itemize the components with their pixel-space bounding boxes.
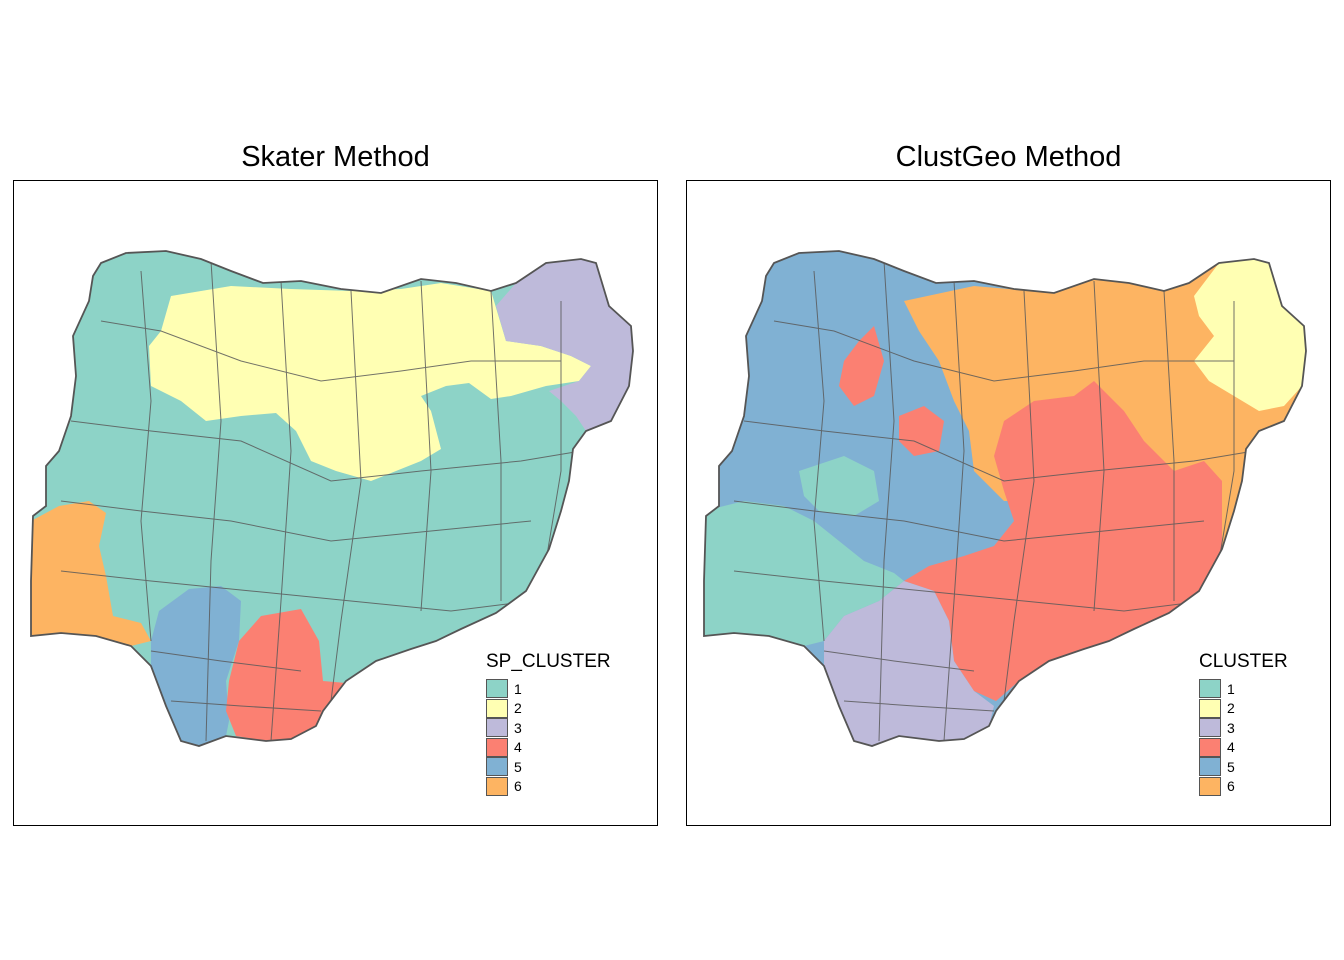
map-frame-skater: SP_CLUSTER 1 2 3 4 5 6	[13, 180, 658, 826]
legend-item: 5	[1199, 757, 1288, 777]
legend-label: 4	[1227, 739, 1235, 756]
region-cluster-2	[1194, 259, 1306, 411]
legend-item: 1	[486, 679, 611, 699]
legend-label: 1	[1227, 680, 1235, 697]
legend-label: 5	[514, 758, 522, 775]
legend-label: 6	[514, 778, 522, 795]
legend-swatch	[1199, 757, 1221, 777]
region-cluster-5	[151, 586, 241, 746]
map-frame-clustgeo: CLUSTER 1 2 3 4 5 6	[686, 180, 1331, 826]
legend-swatch	[1199, 737, 1221, 757]
legend-label: 2	[1227, 700, 1235, 717]
legend-label: 6	[1227, 778, 1235, 795]
region-cluster-4	[226, 609, 346, 741]
legend-swatch	[486, 757, 508, 777]
legend-label: 2	[514, 700, 522, 717]
legend-swatch	[1199, 776, 1221, 796]
panel-title-skater: Skater Method	[241, 141, 430, 173]
map-skater	[30, 250, 634, 747]
region-cluster-3	[824, 581, 994, 746]
panel-title-clustgeo: ClustGeo Method	[895, 141, 1122, 173]
legend-clustgeo: CLUSTER 1 2 3 4 5 6	[1199, 651, 1288, 796]
legend-label: 3	[1227, 719, 1235, 736]
legend-label: 4	[514, 739, 522, 756]
region-cluster-1-small	[799, 456, 879, 516]
region-cluster-4-small	[899, 406, 944, 456]
legend-title: SP_CLUSTER	[486, 651, 611, 672]
legend-swatch	[486, 718, 508, 738]
legend-item: 4	[1199, 737, 1288, 758]
legend-swatch	[1199, 679, 1221, 699]
legend-swatch	[1199, 718, 1221, 738]
legend-label: 3	[514, 719, 522, 736]
legend-swatch	[486, 698, 508, 718]
legend-item: 2	[1199, 698, 1288, 719]
legend-label: 1	[514, 680, 522, 697]
legend-item: 3	[486, 718, 611, 738]
district-boundaries	[60, 260, 582, 742]
legend-item: 2	[486, 698, 611, 719]
region-cluster-1	[704, 501, 904, 646]
legend-title: CLUSTER	[1199, 651, 1288, 672]
region-cluster-4	[904, 381, 1222, 701]
region-cluster-6	[31, 501, 151, 646]
legend-label: 5	[1227, 758, 1235, 775]
legend-item: 4	[486, 737, 611, 758]
legend-item: 5	[486, 757, 611, 777]
district-boundaries	[733, 260, 1255, 742]
legend-skater: SP_CLUSTER 1 2 3 4 5 6	[486, 651, 611, 796]
legend-swatch	[486, 776, 508, 796]
legend-item: 3	[1199, 718, 1288, 738]
legend-swatch	[486, 737, 508, 757]
legend-item: 1	[1199, 679, 1288, 699]
map-clustgeo	[703, 250, 1307, 747]
legend-swatch	[486, 679, 508, 699]
legend-swatch	[1199, 698, 1221, 718]
region-cluster-3	[496, 259, 633, 431]
legend-item: 6	[1199, 776, 1288, 797]
region-cluster-2	[149, 283, 591, 481]
legend-item: 6	[486, 776, 611, 797]
